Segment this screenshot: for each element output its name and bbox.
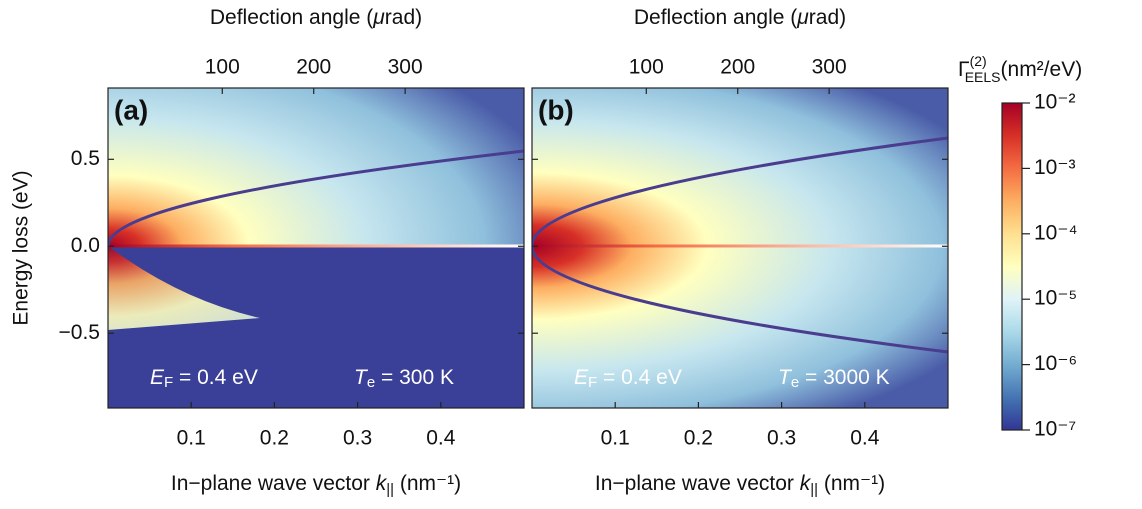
x2-tick-label: 200: [296, 56, 331, 79]
annotation-part: T: [778, 366, 793, 389]
colorbar-title-part: EELS: [965, 69, 1001, 85]
x-axis-label-part: ||: [386, 481, 394, 498]
colorbar-tick-label: 10⁻⁶: [1034, 352, 1077, 375]
annotation-part: E: [150, 366, 165, 389]
heatmap-b: [532, 88, 948, 408]
annotation-part: F: [164, 374, 173, 391]
colorbar: [1002, 103, 1022, 430]
annotation: EF = 0.4 eV: [150, 366, 258, 391]
x-tick-label: 0.2: [260, 427, 289, 450]
heatmap-line: [108, 244, 524, 248]
heatmap-region: [108, 246, 260, 330]
panel-label: (b): [538, 94, 574, 125]
heatmap-line: [532, 244, 948, 248]
colorbar-tick-label: 10⁻⁴: [1034, 221, 1077, 244]
x2-tick-label: 300: [388, 56, 423, 79]
heatmap-line: [108, 149, 524, 247]
x-axis-label-part: ||: [810, 481, 818, 498]
x-axis-label-part: k: [376, 472, 388, 495]
x2-tick-label: 100: [629, 56, 664, 79]
colorbar-title-part: (nm²/eV): [1001, 58, 1083, 81]
annotation: Te = 300 K: [354, 366, 454, 391]
x-axis-label-part: In−plane wave vector: [595, 472, 800, 495]
x2-tick-label: 100: [205, 56, 240, 79]
x-axis-label-part: (nm⁻¹): [394, 472, 461, 495]
x-axis-label-part: In−plane wave vector: [171, 472, 376, 495]
y-tick-label: 0.0: [71, 234, 100, 257]
y-tick-label: 0.5: [71, 147, 100, 170]
colorbar-tick-label: 10⁻³: [1034, 156, 1075, 179]
annotation-part: = 0.4 eV: [597, 366, 682, 389]
x2-axis-label-part: μ: [796, 6, 809, 29]
x2-axis-label: Deflection angle (μrad): [634, 6, 846, 29]
x-tick-label: 0.3: [767, 427, 796, 450]
annotation-part: e: [791, 374, 799, 391]
heatmap-line: [532, 136, 948, 354]
x2-axis-label: Deflection angle (μrad): [210, 6, 422, 29]
heatmap-region: [532, 88, 948, 408]
x-tick-label: 0.3: [343, 427, 372, 450]
colorbar-title-part: Γ: [958, 58, 970, 81]
x2-axis-label-part: rad): [809, 6, 846, 29]
colorbar-frame: [1001, 102, 1023, 431]
x-tick-label: 0.4: [426, 427, 456, 450]
annotation-part: = 0.4 eV: [173, 366, 258, 389]
x2-axis-label-part: Deflection angle (: [634, 6, 797, 29]
panel-label: (a): [114, 94, 148, 125]
x2-tick-label: 200: [720, 56, 755, 79]
x-axis-label: In−plane wave vector k|| (nm⁻¹): [595, 472, 885, 498]
colorbar-tick-label: 10⁻⁵: [1034, 287, 1077, 310]
heatmap-region: [108, 88, 524, 246]
x2-tick-label: 300: [812, 56, 847, 79]
plot-frame: [531, 87, 949, 409]
x2-axis-label-part: μ: [372, 6, 385, 29]
annotation-part: T: [354, 366, 369, 389]
annotation-part: F: [588, 374, 597, 391]
annotation: Te = 3000 K: [778, 366, 890, 391]
annotation: EF = 0.4 eV: [574, 366, 682, 391]
x-tick-label: 0.4: [850, 427, 880, 450]
x2-axis-label-part: Deflection angle (: [210, 6, 373, 29]
colorbar-title: Γ(2) EELS(nm²/eV): [958, 53, 1082, 85]
x-axis-label-part: k: [800, 472, 812, 495]
x-tick-label: 0.2: [684, 427, 713, 450]
x-axis-label: In−plane wave vector k|| (nm⁻¹): [171, 472, 461, 498]
colorbar-title-part: (2): [970, 53, 987, 69]
x-tick-label: 0.1: [177, 427, 206, 450]
x-axis-label-part: (nm⁻¹): [818, 472, 885, 495]
y-axis-label: Energy loss (eV): [10, 170, 33, 325]
annotation-part: = 300 K: [375, 366, 454, 389]
y-tick-label: −0.5: [59, 321, 100, 344]
x2-axis-label-part: rad): [385, 6, 422, 29]
x-tick-label: 0.1: [601, 427, 630, 450]
heatmap-a: [108, 88, 524, 408]
annotation-part: = 3000 K: [799, 366, 890, 389]
colorbar-tick-label: 10⁻²: [1034, 91, 1075, 114]
annotation-part: E: [574, 366, 589, 389]
annotation-part: e: [367, 374, 375, 391]
plot-frame: [107, 87, 525, 409]
colorbar-tick-label: 10⁻⁷: [1034, 418, 1076, 441]
